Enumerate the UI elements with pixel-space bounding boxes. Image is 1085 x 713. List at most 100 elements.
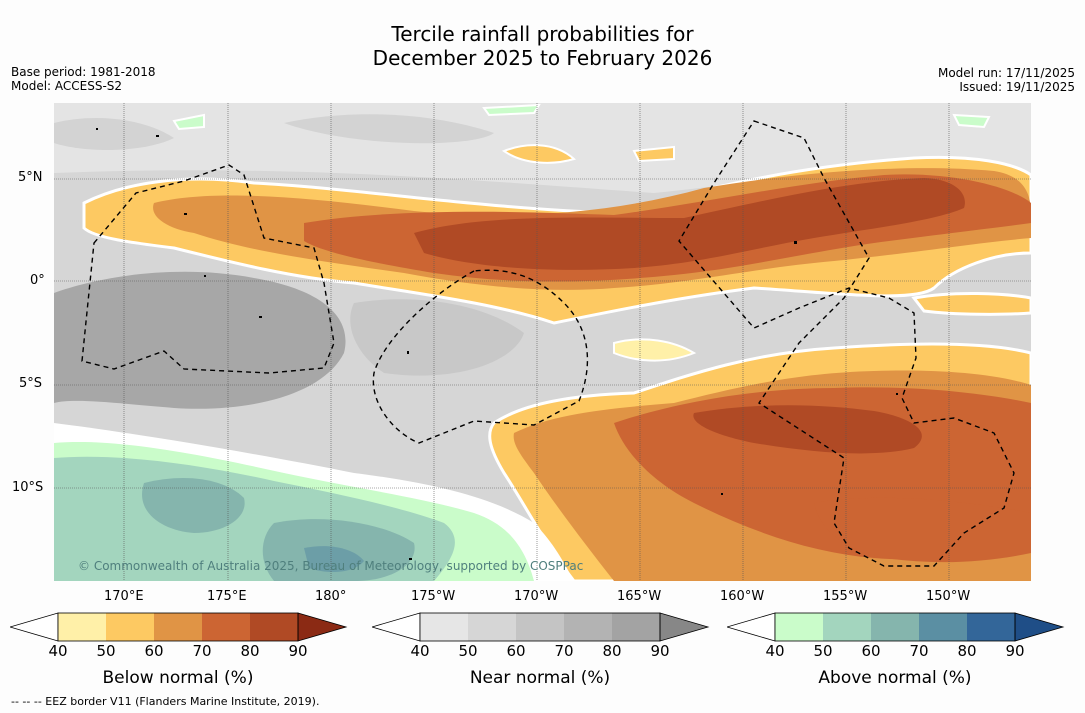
chart-title-line1: Tercile rainfall probabilities for [391,22,694,46]
region-below-80 [414,178,965,270]
island [204,275,206,277]
colorbar-near-high-arrow [659,612,710,642]
region-below-south-70b [814,497,1031,563]
colorbar-above-label: Above normal (%) [818,668,972,688]
colorbar-near-swatch [564,613,612,641]
island [96,128,98,130]
colorbar-below-swatch [250,613,298,641]
region-below-north-b [632,145,675,163]
island [721,493,723,495]
colorbar-tick-label: 50 [813,642,833,660]
region-above-70 [304,546,364,573]
base-period: Base period: 1981-2018 [11,65,156,79]
colorbar-tick-label: 80 [240,642,260,660]
colorbar-tick-label: 70 [554,642,574,660]
colorbar-above-swatch [967,613,1015,641]
island [896,393,898,395]
islands [96,128,898,560]
colorbar-tick-label: 90 [1005,642,1025,660]
island [156,135,159,137]
chart-title-line2: December 2025 to February 2026 [372,46,713,70]
colorbar-below-swatch [202,613,250,641]
region-near-50a [284,114,494,144]
colorbar-tick-label: 60 [506,642,526,660]
xlabel-160W: 160°W [720,589,765,604]
gridlines [54,103,1031,581]
colorbar-above-low-arrow [727,612,776,642]
region-above-60a [142,478,245,533]
colorbar-tick-label: 70 [192,642,212,660]
region-near-50b [54,118,174,150]
xlabel-150W: 150°W [926,589,971,604]
region-above-north3 [482,103,541,117]
colorbar-tick-label: 40 [48,642,68,660]
xlabel-180: 180° [315,589,347,604]
colorbar-near-low-arrow [372,612,421,642]
region-below-south-80 [693,405,922,454]
colorbar-near-frame [419,612,661,642]
colorbar-below-label: Below normal (%) [102,668,254,688]
colorbar-tick-label: 60 [861,642,881,660]
colorbar-tick-label: 80 [602,642,622,660]
colorbar-near-swatch [468,613,516,641]
model-run: Model run: 17/11/2025 [937,66,1075,80]
colorbar-above-swatch [871,613,919,641]
eez-footer-note: -- -- -- EEZ border V11 (Flanders Marine… [11,695,320,708]
meta-right: Model run: 17/11/2025 Issued: 19/11/2025 [938,66,1075,94]
colorbar-tick-label: 90 [288,642,308,660]
colorbar-below-swatch [154,613,202,641]
copyright-text: © Commonwealth of Australia 2025, Bureau… [78,559,583,573]
colorbar-tick-label: 70 [909,642,929,660]
region-below-40-a [613,338,697,362]
colorbar-tick-label: 50 [458,642,478,660]
ylabel-0: 0° [30,273,45,288]
eez-kiribati-line [678,120,1015,567]
xlabel-175E: 175°E [207,589,247,604]
colorbar-tick-label: 50 [96,642,116,660]
island [409,558,412,560]
colorbar-near-label: Near normal (%) [469,668,611,688]
region-near-55 [350,299,524,376]
region-above-north1 [172,113,205,131]
colorbar-near-swatch [612,613,660,641]
eez-borders [81,120,1015,567]
colorbar-near [372,612,710,642]
island [184,213,187,215]
probability-map: © Commonwealth of Australia 2025, Bureau… [54,103,1031,581]
colorbar-above-swatch [823,613,871,641]
xlabel-170E: 170°E [104,589,144,604]
eez-kiribati-gilbert [81,164,335,374]
colorbar-above-swatch [919,613,967,641]
xlabel-170W: 170°W [514,589,559,604]
ylabel-10S: 10°S [12,480,44,495]
colorbar-below-swatch [106,613,154,641]
ylabel-5N: 5°N [18,170,43,185]
colorbar-above [727,612,1065,642]
meta-left: Base period: 1981-2018 Model: ACCESS-S2 [11,65,156,93]
ylabel-5S: 5°S [19,376,43,391]
colorbar-below-low-arrow [10,612,59,642]
colorbar-below-frame [57,612,299,642]
colorbar-near-swatch [516,613,564,641]
colorbar-below-swatch [58,613,106,641]
colorbar-above-swatch [775,613,823,641]
colorbar-above-frame [774,612,1016,642]
region-below-east-strip [911,291,1031,316]
colorbar-tick-label: 40 [410,642,430,660]
region-below-north-a [501,144,576,164]
colorbar-below-high-arrow [297,612,348,642]
region-near-60 [54,271,346,409]
issued-date: Issued: 19/11/2025 [959,80,1075,94]
colorbar-above-high-arrow [1014,612,1065,642]
model-name: Model: ACCESS-S2 [11,79,123,93]
island [259,316,262,318]
island [794,241,797,244]
colorbar-near-swatch [420,613,468,641]
colorbar-tick-label: 60 [144,642,164,660]
xlabel-165W: 165°W [617,589,662,604]
island [407,351,409,354]
chart-title: Tercile rainfall probabilities for Decem… [0,22,1085,70]
region-above-north2 [952,113,991,129]
colorbar-below [10,612,348,642]
xlabel-175W: 175°W [411,589,456,604]
